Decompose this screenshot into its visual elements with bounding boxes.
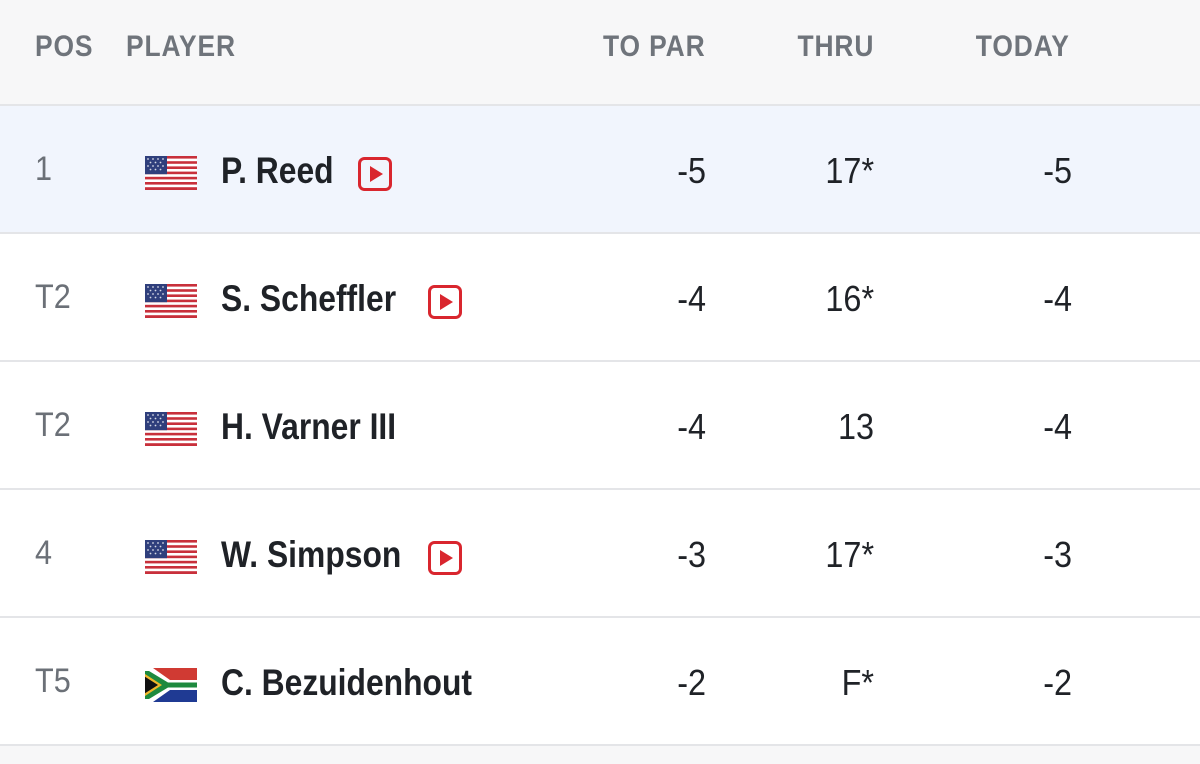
player-name[interactable]: H. Varner III (221, 406, 397, 447)
player-row[interactable]: T2 S. Scheffler (0, 234, 1200, 362)
usa-flag-icon (145, 156, 197, 190)
thru-holes: F* (841, 662, 874, 703)
player-row[interactable]: T2 H. Varner III -4 13 -4 (0, 362, 1200, 490)
usa-flag-icon (145, 412, 197, 446)
today-score: -3 (1043, 534, 1072, 575)
today-score: -5 (1043, 150, 1072, 191)
today-score: -4 (1043, 278, 1072, 319)
usa-flag-icon (145, 540, 197, 574)
to-par-score: -4 (677, 278, 706, 319)
leaderboard-rows: 1 P. Reed - (0, 106, 1200, 746)
today-score: -2 (1043, 662, 1072, 703)
player-name[interactable]: P. Reed (221, 150, 334, 191)
player-name[interactable]: C. Bezuidenhout (221, 662, 473, 703)
column-header-thru[interactable]: THRU (797, 30, 874, 63)
south-africa-flag-icon (145, 668, 197, 702)
column-header-to-par[interactable]: TO PAR (603, 30, 706, 63)
player-row[interactable]: 4 W. Simpson (0, 490, 1200, 618)
player-row[interactable]: 1 P. Reed - (0, 106, 1200, 234)
position: 4 (35, 534, 53, 572)
leaderboard-header: POS PLAYER TO PAR THRU TODAY (0, 0, 1200, 106)
player-name[interactable]: S. Scheffler (221, 278, 397, 319)
video-play-icon[interactable] (428, 541, 462, 575)
video-play-icon[interactable] (358, 157, 392, 191)
today-score: -4 (1043, 406, 1072, 447)
thru-holes: 16* (825, 278, 874, 319)
column-header-pos[interactable]: POS (35, 30, 94, 63)
position: T2 (35, 406, 71, 444)
column-header-today[interactable]: TODAY (976, 30, 1070, 63)
position: T2 (35, 278, 71, 316)
leaderboard-footer (0, 746, 1200, 764)
player-name[interactable]: W. Simpson (221, 534, 402, 575)
to-par-score: -5 (677, 150, 706, 191)
thru-holes: 17* (825, 150, 874, 191)
column-header-player[interactable]: PLAYER (126, 30, 236, 63)
position: 1 (35, 150, 53, 188)
to-par-score: -4 (677, 406, 706, 447)
to-par-score: -2 (677, 662, 706, 703)
thru-holes: 13 (837, 406, 874, 447)
thru-holes: 17* (825, 534, 874, 575)
usa-flag-icon (145, 284, 197, 318)
position: T5 (35, 662, 71, 700)
video-play-icon[interactable] (428, 285, 462, 319)
player-row[interactable]: T5 C. Bezuidenhout -2 F* -2 (0, 618, 1200, 746)
to-par-score: -3 (677, 534, 706, 575)
